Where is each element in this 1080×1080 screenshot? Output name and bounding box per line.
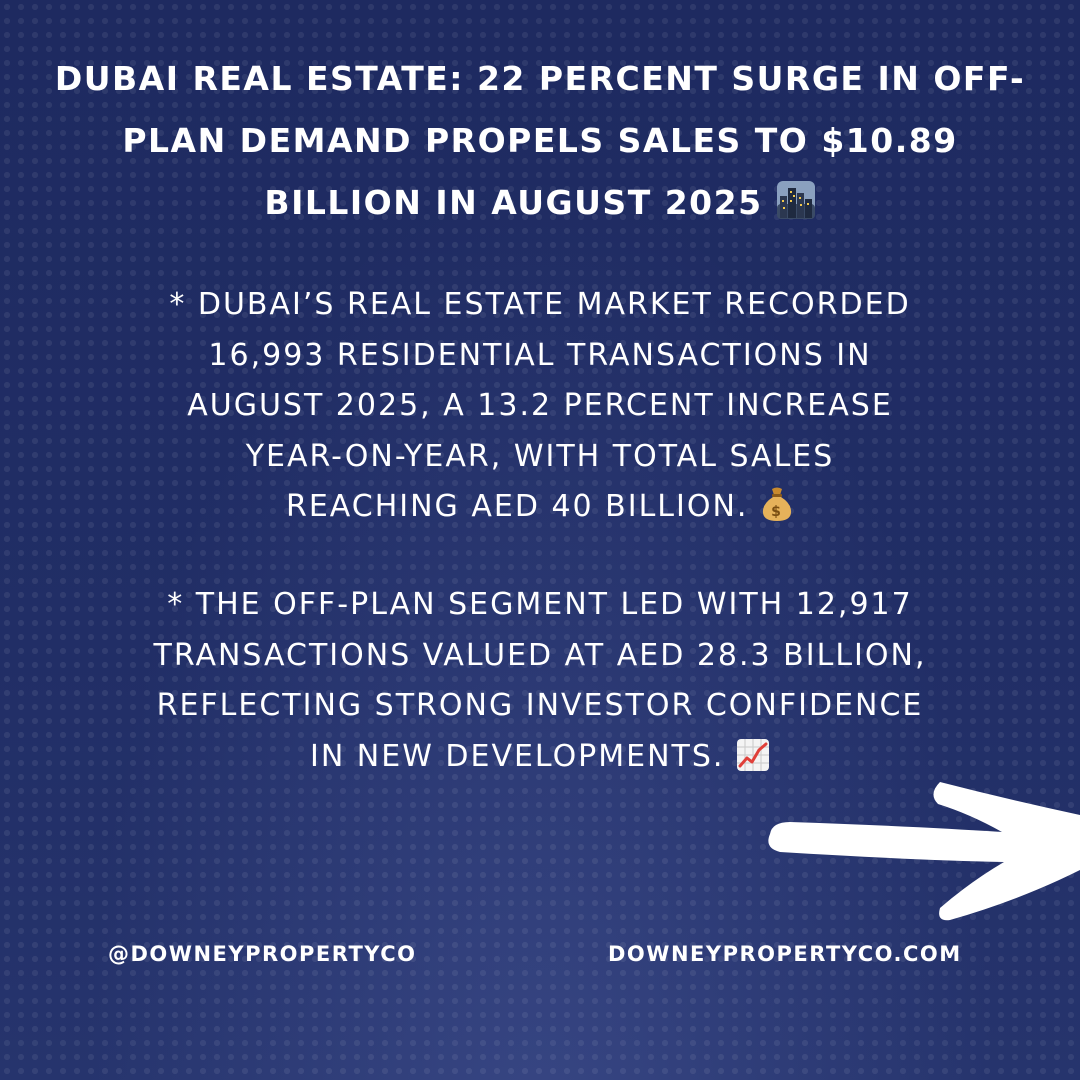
bullet-2-line-4-text: IN NEW DEVELOPMENTS. (309, 738, 725, 774)
money-bag-icon: $ (760, 486, 794, 539)
bullet-1-line-2: 16,993 RESIDENTIAL TRANSACTIONS IN (208, 337, 872, 373)
headline-line-1: DUBAI REAL ESTATE: 22 PERCENT SURGE IN O… (54, 59, 1026, 98)
bullet-off-plan-segment: * THE OFF-PLAN SEGMENT LED WITH 12,917 T… (0, 580, 1080, 788)
website-link[interactable]: DOWNEYPROPERTYCO.COM (608, 942, 962, 966)
headline-line-3-text: BILLION IN AUGUST 2025 (264, 183, 763, 222)
bullet-2-line-2: TRANSACTIONS VALUED AT AED 28.3 BILLION, (153, 637, 927, 673)
bullet-1-line-1: * DUBAI’S REAL ESTATE MARKET RECORDED (169, 287, 911, 322)
svg-text:$: $ (771, 504, 783, 520)
headline-line-2: PLAN DEMAND PROPELS SALES TO $10.89 (122, 121, 958, 160)
bullet-2-line-1: * THE OFF-PLAN SEGMENT LED WITH 12,917 (167, 587, 913, 622)
chart-increasing-icon (736, 738, 770, 789)
bullet-2-line-4: IN NEW DEVELOPMENTS. (0, 732, 1080, 789)
bullet-2-line-3: REFLECTING STRONG INVESTOR CONFIDENCE (156, 688, 924, 723)
bullet-1-line-5-text: REACHING AED 40 BILLION. (285, 489, 749, 524)
bullet-1-line-5: REACHING AED 40 BILLION. $ (0, 482, 1080, 539)
bullet-residential-transactions: * DUBAI’S REAL ESTATE MARKET RECORDED 16… (0, 280, 1080, 539)
city-skyline-icon (776, 178, 816, 240)
headline-line-3: BILLION IN AUGUST 2025 (0, 172, 1080, 240)
swipe-arrow-icon (768, 782, 1080, 921)
bullet-1-line-3: AUGUST 2025, A 13.2 PERCENT INCREASE (187, 388, 893, 423)
social-handle: @DOWNEYPROPERTYCO (108, 942, 417, 966)
headline: DUBAI REAL ESTATE: 22 PERCENT SURGE IN O… (0, 48, 1080, 240)
bullet-1-line-4: YEAR-ON-YEAR, WITH TOTAL SALES (245, 438, 835, 474)
